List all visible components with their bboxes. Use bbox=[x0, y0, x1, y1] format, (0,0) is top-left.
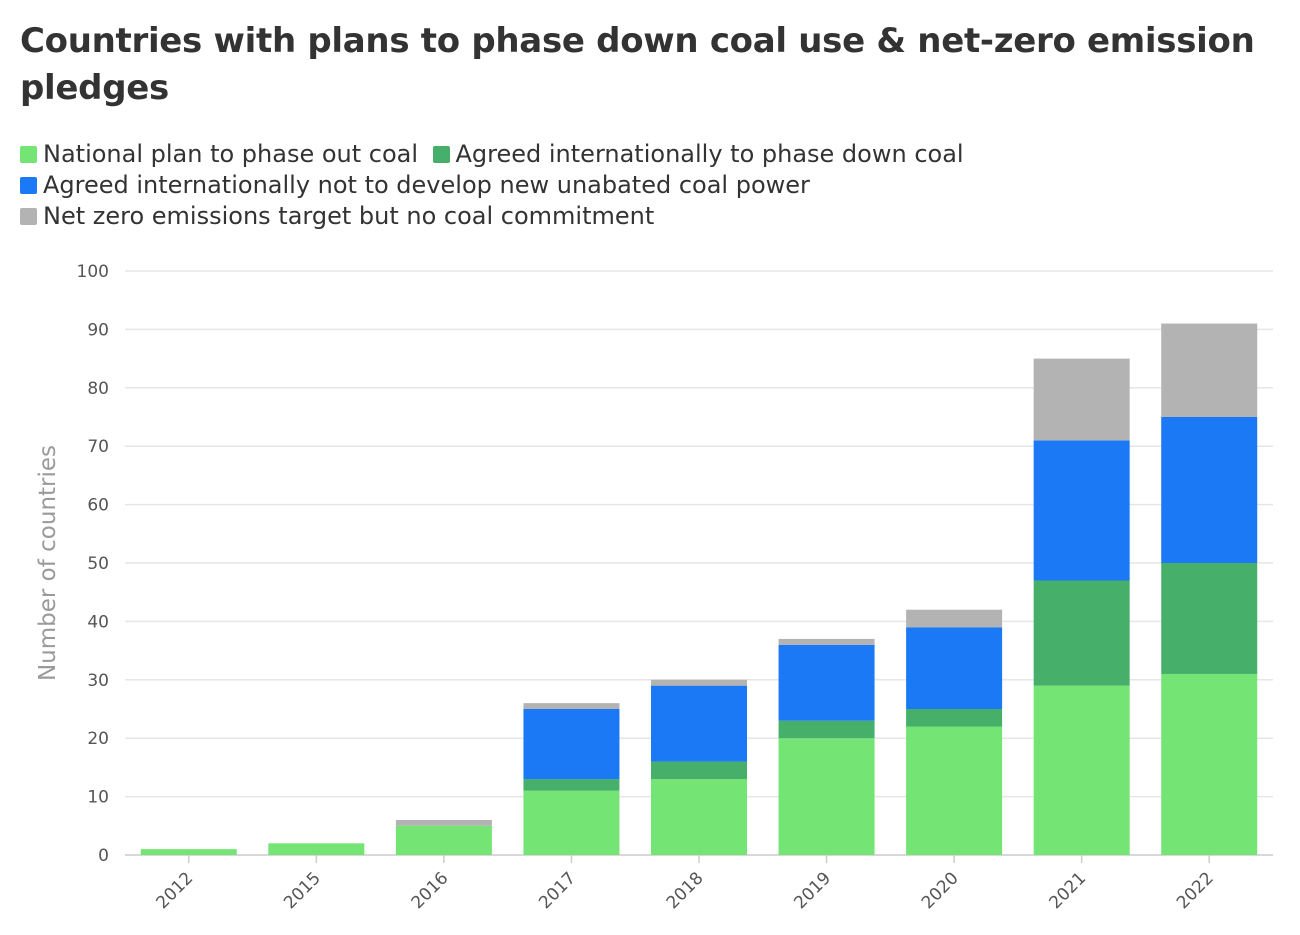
y-axis-ticks: 0 10 20 30 40 50 60 70 80 90 100 bbox=[77, 262, 109, 866]
bar-2017-series-1 bbox=[523, 779, 620, 791]
legend-row-2: Agreed internationally not to develop ne… bbox=[20, 171, 1280, 202]
legend-label-phase-down: Agreed internationally to phase down coa… bbox=[455, 140, 964, 168]
y-tick-label-20: 20 bbox=[87, 729, 109, 749]
bar-2020-series-0 bbox=[906, 726, 1003, 855]
legend-row-3: Net zero emissions target but no coal co… bbox=[20, 202, 1280, 233]
legend-row-1: National plan to phase out coal Agreed i… bbox=[20, 140, 1280, 171]
bar-2020-series-1 bbox=[906, 709, 1003, 727]
x-tick-label-2012: 2012 bbox=[153, 868, 198, 913]
legend-swatch-no-new-coal bbox=[20, 177, 37, 194]
bar-2020-series-2 bbox=[906, 627, 1003, 709]
x-tick-label-2020: 2020 bbox=[918, 868, 963, 913]
bar-2020-series-3 bbox=[906, 609, 1003, 628]
bar-2019-series-1 bbox=[778, 720, 875, 739]
bar-2017-series-2 bbox=[523, 709, 620, 780]
legend-swatch-net-zero bbox=[20, 208, 37, 225]
bar-2019-series-2 bbox=[778, 644, 875, 721]
x-tick-label-2017: 2017 bbox=[535, 868, 580, 913]
x-tick-label-2016: 2016 bbox=[408, 868, 453, 913]
y-tick-label-100: 100 bbox=[77, 262, 109, 282]
y-axis-title: Number of countries bbox=[35, 445, 61, 681]
x-tick-label-2019: 2019 bbox=[790, 868, 835, 913]
bar-2016-series-0 bbox=[395, 825, 492, 855]
legend: National plan to phase out coal Agreed i… bbox=[20, 140, 1280, 233]
bar-2022-series-2 bbox=[1161, 417, 1258, 563]
x-tick-label-2015: 2015 bbox=[280, 868, 325, 913]
legend-label-national-plan: National plan to phase out coal bbox=[43, 140, 419, 168]
bar-2021-series-1 bbox=[1033, 580, 1130, 686]
bar-2018-series-3 bbox=[651, 679, 747, 686]
bar-2019-series-3 bbox=[778, 638, 875, 645]
bar-2022-series-1 bbox=[1161, 563, 1258, 674]
legend-swatch-national-plan bbox=[20, 146, 37, 163]
bar-2018-series-1 bbox=[651, 761, 747, 780]
bar-2018-series-2 bbox=[651, 685, 747, 762]
legend-item-no-new-coal: Agreed internationally not to develop ne… bbox=[20, 171, 810, 199]
bar-2016-series-3 bbox=[395, 819, 492, 826]
y-tick-label-30: 30 bbox=[87, 671, 109, 691]
y-tick-label-70: 70 bbox=[87, 437, 109, 457]
legend-label-no-new-coal: Agreed internationally not to develop ne… bbox=[43, 171, 810, 199]
bar-2012-series-0 bbox=[140, 849, 237, 855]
x-tick-label-2022: 2022 bbox=[1173, 868, 1218, 913]
y-tick-label-50: 50 bbox=[87, 554, 109, 574]
legend-swatch-phase-down bbox=[432, 146, 450, 163]
bar-2021-series-2 bbox=[1033, 440, 1130, 581]
y-tick-label-90: 90 bbox=[87, 320, 109, 340]
y-tick-label-0: 0 bbox=[98, 846, 109, 866]
y-tick-label-40: 40 bbox=[87, 612, 109, 632]
chart-title: Countries with plans to phase down coal … bbox=[20, 21, 1255, 108]
bar-2022-series-0 bbox=[1161, 673, 1258, 855]
y-tick-label-10: 10 bbox=[87, 788, 109, 808]
bars bbox=[140, 323, 1258, 855]
bar-2018-series-0 bbox=[651, 779, 747, 855]
x-axis-ticks: 2012 2015 2016 2017 2018 2019 2020 2021 2022 bbox=[153, 855, 1218, 913]
bar-2017-series-3 bbox=[523, 703, 620, 709]
bar-2021-series-3 bbox=[1033, 358, 1130, 441]
legend-item-phase-down: Agreed internationally to phase down coa… bbox=[432, 140, 964, 168]
bar-2017-series-0 bbox=[523, 790, 620, 855]
x-tick-label-2021: 2021 bbox=[1045, 868, 1090, 913]
bar-2022-series-3 bbox=[1161, 323, 1258, 417]
legend-item-national-plan: National plan to phase out coal bbox=[20, 140, 418, 168]
y-tick-label-60: 60 bbox=[87, 496, 109, 516]
bar-2019-series-0 bbox=[778, 738, 875, 855]
bar-2021-series-0 bbox=[1033, 685, 1130, 855]
legend-item-net-zero: Net zero emissions target but no coal co… bbox=[20, 202, 654, 230]
legend-label-net-zero: Net zero emissions target but no coal co… bbox=[43, 202, 655, 230]
bar-2015-series-0 bbox=[268, 843, 365, 855]
y-tick-label-80: 80 bbox=[87, 379, 109, 399]
x-tick-label-2018: 2018 bbox=[663, 868, 708, 913]
